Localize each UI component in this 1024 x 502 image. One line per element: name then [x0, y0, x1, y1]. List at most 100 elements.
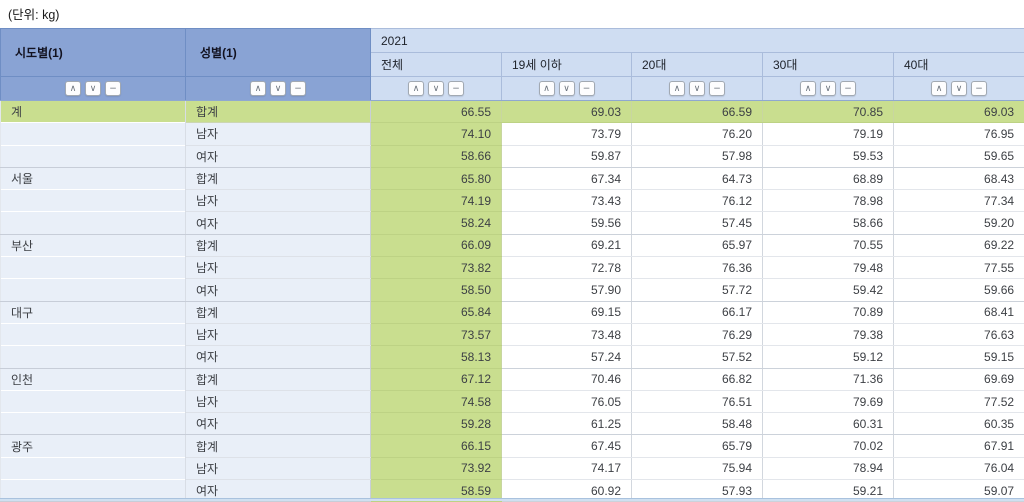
column-header-year[interactable]: 2021: [371, 29, 1024, 53]
value-cell: 57.24: [502, 346, 632, 368]
value-cell: 76.20: [632, 123, 763, 145]
region-cell: 대구: [1, 301, 186, 323]
sort-desc-button[interactable]: ∨: [689, 81, 705, 96]
sort-desc-button[interactable]: ∨: [270, 81, 286, 96]
value-cell: 59.87: [502, 145, 632, 167]
sort-desc-button[interactable]: ∨: [951, 81, 967, 96]
column-header-age-30s[interactable]: 30대: [763, 53, 894, 77]
value-cell: 78.98: [763, 190, 894, 212]
sort-asc-button[interactable]: ∧: [250, 81, 266, 96]
sort-clear-button[interactable]: −: [840, 81, 856, 96]
value-cell: 64.73: [632, 167, 763, 189]
value-cell: 58.24: [371, 212, 502, 234]
region-cell: 인천: [1, 368, 186, 390]
sort-desc-button[interactable]: ∨: [85, 81, 101, 96]
gender-cell: 남자: [186, 123, 371, 145]
sort-asc-button[interactable]: ∧: [65, 81, 81, 96]
region-cell: [1, 212, 186, 234]
value-cell: 65.84: [371, 301, 502, 323]
value-cell: 75.94: [632, 457, 763, 479]
sort-desc-button[interactable]: ∨: [428, 81, 444, 96]
region-cell: [1, 346, 186, 368]
value-cell: 69.69: [894, 368, 1024, 390]
value-cell: 74.17: [502, 457, 632, 479]
region-cell: [1, 323, 186, 345]
value-cell: 78.94: [763, 457, 894, 479]
sort-controls-total: ∧ ∨−: [371, 77, 502, 101]
value-cell: 66.55: [371, 101, 502, 123]
value-cell: 69.22: [894, 234, 1024, 256]
sort-clear-button[interactable]: −: [579, 81, 595, 96]
region-cell: 서울: [1, 167, 186, 189]
value-cell: 76.63: [894, 323, 1024, 345]
column-header-age-20s[interactable]: 20대: [632, 53, 763, 77]
value-cell: 77.52: [894, 390, 1024, 412]
value-cell: 65.79: [632, 435, 763, 457]
gender-cell: 합계: [186, 368, 371, 390]
region-cell: 광주: [1, 435, 186, 457]
value-cell: 76.05: [502, 390, 632, 412]
column-header-region[interactable]: 시도별(1): [1, 29, 186, 77]
region-cell: [1, 457, 186, 479]
gender-cell: 합계: [186, 435, 371, 457]
sort-clear-button[interactable]: −: [971, 81, 987, 96]
value-cell: 76.36: [632, 257, 763, 279]
value-cell: 69.03: [894, 101, 1024, 123]
gender-cell: 남자: [186, 190, 371, 212]
value-cell: 79.38: [763, 323, 894, 345]
value-cell: 79.69: [763, 390, 894, 412]
value-cell: 65.80: [371, 167, 502, 189]
sort-clear-button[interactable]: −: [709, 81, 725, 96]
column-header-gender[interactable]: 성별(1): [186, 29, 371, 77]
value-cell: 74.10: [371, 123, 502, 145]
value-cell: 58.66: [763, 212, 894, 234]
region-cell: [1, 413, 186, 435]
sort-clear-button[interactable]: −: [105, 81, 121, 96]
sort-desc-button[interactable]: ∨: [559, 81, 575, 96]
value-cell: 73.79: [502, 123, 632, 145]
value-cell: 67.91: [894, 435, 1024, 457]
sort-controls-30s: ∧ ∨−: [763, 77, 894, 101]
value-cell: 59.15: [894, 346, 1024, 368]
value-cell: 58.50: [371, 279, 502, 301]
value-cell: 76.04: [894, 457, 1024, 479]
region-cell: [1, 190, 186, 212]
value-cell: 67.34: [502, 167, 632, 189]
column-header-age-40s[interactable]: 40대: [894, 53, 1024, 77]
column-header-age-under19[interactable]: 19세 이하: [502, 53, 632, 77]
gender-cell: 합계: [186, 101, 371, 123]
sort-asc-button[interactable]: ∧: [539, 81, 555, 96]
value-cell: 79.48: [763, 257, 894, 279]
value-cell: 69.03: [502, 101, 632, 123]
value-cell: 67.12: [371, 368, 502, 390]
data-table: 시도별(1) 성별(1) 2021 전체 19세 이하 20대 30대 40대 …: [0, 28, 1024, 502]
sort-asc-button[interactable]: ∧: [669, 81, 685, 96]
region-cell: 계: [1, 101, 186, 123]
sort-asc-button[interactable]: ∧: [931, 81, 947, 96]
value-cell: 57.98: [632, 145, 763, 167]
value-cell: 67.45: [502, 435, 632, 457]
sort-asc-button[interactable]: ∧: [800, 81, 816, 96]
column-header-age-total[interactable]: 전체: [371, 53, 502, 77]
sort-desc-button[interactable]: ∨: [820, 81, 836, 96]
value-cell: 77.55: [894, 257, 1024, 279]
sort-clear-button[interactable]: −: [290, 81, 306, 96]
value-cell: 58.66: [371, 145, 502, 167]
value-cell: 59.65: [894, 145, 1024, 167]
sort-asc-button[interactable]: ∧: [408, 81, 424, 96]
sort-clear-button[interactable]: −: [448, 81, 464, 96]
value-cell: 57.52: [632, 346, 763, 368]
gender-cell: 남자: [186, 257, 371, 279]
value-cell: 73.92: [371, 457, 502, 479]
sort-controls-40s: ∧ ∨−: [894, 77, 1024, 101]
value-cell: 59.66: [894, 279, 1024, 301]
value-cell: 73.43: [502, 190, 632, 212]
